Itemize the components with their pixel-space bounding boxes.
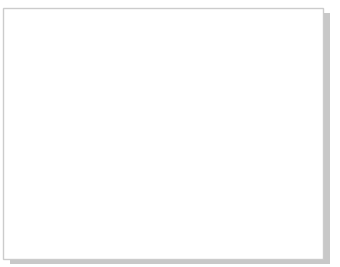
Text: R: R: [205, 227, 218, 245]
Text: a: a: [164, 227, 175, 245]
Text: X: X: [300, 211, 313, 230]
Text: √3a: √3a: [136, 144, 170, 162]
Text: Q: Q: [121, 227, 135, 245]
Text: 2a: 2a: [52, 144, 75, 162]
Text: a: a: [81, 227, 92, 245]
Text: P: P: [108, 80, 120, 98]
Text: O: O: [23, 227, 37, 245]
Text: Y: Y: [179, 29, 191, 48]
